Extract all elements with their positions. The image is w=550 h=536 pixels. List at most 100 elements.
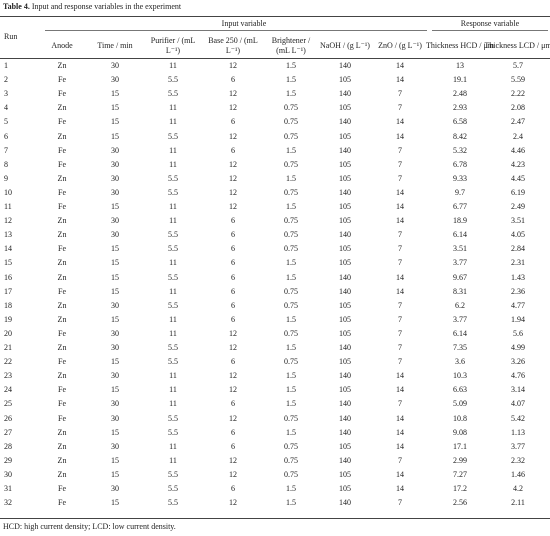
cell: 15 xyxy=(111,202,119,211)
cell: Fe xyxy=(58,498,66,508)
cell: 5.32 xyxy=(453,145,467,155)
cell: 140 xyxy=(339,427,351,437)
cell: 3.6 xyxy=(455,357,465,367)
cell: 1.5 xyxy=(286,484,296,493)
cell: 5.5 xyxy=(168,272,178,282)
cell: 13 xyxy=(456,61,464,70)
cell: 14 xyxy=(396,484,404,493)
cell: 2.84 xyxy=(511,244,525,254)
cell: Fe xyxy=(58,413,66,423)
cell: 0.75 xyxy=(284,131,298,141)
cell: Fe xyxy=(58,89,66,99)
cell: 1.5 xyxy=(286,145,296,155)
cell: 30 xyxy=(111,300,119,310)
cell: 7 xyxy=(398,399,402,409)
cell: 5.7 xyxy=(513,61,523,70)
cell: 30 xyxy=(111,484,119,493)
cell: 1.5 xyxy=(286,173,296,183)
rule-bottom xyxy=(0,518,550,519)
cell: 0.75 xyxy=(284,413,298,423)
cell: 5.5 xyxy=(168,357,178,367)
cell: Fe xyxy=(58,244,66,254)
cell: 15 xyxy=(111,455,119,465)
cell: 105 xyxy=(339,244,351,254)
cell: Zn xyxy=(57,441,67,451)
column-header: NaOH / (g L⁻¹) xyxy=(320,41,370,50)
cell: 105 xyxy=(339,103,351,113)
cell: Fe xyxy=(58,159,66,169)
cell: 105 xyxy=(339,202,351,211)
cell: 140 xyxy=(339,286,351,296)
cell: 4.2 xyxy=(513,484,523,493)
cell: 30 xyxy=(111,413,119,423)
cell: Fe xyxy=(58,357,66,367)
cell: 4 xyxy=(4,103,8,113)
group-header: Input variable xyxy=(221,19,267,28)
cell: 14 xyxy=(396,61,404,70)
cell: 6.78 xyxy=(453,159,467,169)
cell: 6 xyxy=(231,244,235,254)
column-header: Base 250 / (mL L⁻¹) xyxy=(208,36,258,55)
cell: 15 xyxy=(111,244,119,254)
cell: 9.67 xyxy=(453,272,467,282)
column-header: Purifier / (mL L⁻¹) xyxy=(150,36,196,55)
cell: 12 xyxy=(229,131,237,141)
cell: 5.5 xyxy=(168,244,178,254)
cell: 1.46 xyxy=(511,469,525,479)
cell: 140 xyxy=(339,343,351,352)
cell: Fe xyxy=(58,385,66,395)
cell: 7 xyxy=(398,103,402,113)
cell: 10.3 xyxy=(453,371,467,381)
cell: Zn xyxy=(57,173,67,183)
cell: 4.23 xyxy=(511,159,525,169)
cell: 15 xyxy=(111,89,119,99)
cell: 9.33 xyxy=(453,173,467,183)
cell: Fe xyxy=(58,286,66,296)
cell: 1.5 xyxy=(286,498,296,508)
cell: 5.5 xyxy=(168,131,178,141)
cell: 30 xyxy=(111,371,119,381)
cell: 11 xyxy=(169,441,177,451)
group-header: Response variable xyxy=(460,19,520,28)
cell: 5.5 xyxy=(168,187,178,197)
cell: Zn xyxy=(57,469,67,479)
cell: 6 xyxy=(231,300,235,310)
cell: 12 xyxy=(229,103,237,113)
cell: 2.99 xyxy=(453,455,467,465)
cell: 11 xyxy=(169,385,177,395)
cell: 5.6 xyxy=(513,328,523,338)
cell: 2.36 xyxy=(511,286,525,296)
cell: 12 xyxy=(229,173,237,183)
cell: 105 xyxy=(339,75,351,85)
cell: 6 xyxy=(231,145,235,155)
cell: 12 xyxy=(4,216,12,226)
cell: 11 xyxy=(169,455,177,465)
cell: 6.63 xyxy=(453,385,467,395)
cell: 7 xyxy=(398,244,402,254)
cell: 30 xyxy=(111,399,119,409)
cell: 30 xyxy=(111,343,119,352)
cell: 2.22 xyxy=(511,89,525,99)
cell: 0.75 xyxy=(284,300,298,310)
cell: Zn xyxy=(57,258,67,268)
cell: 7.35 xyxy=(453,343,467,352)
cell: 14 xyxy=(396,469,404,479)
cell: 11 xyxy=(169,258,177,268)
cell: Fe xyxy=(58,484,66,493)
cell: 11 xyxy=(4,202,12,211)
cell: 30 xyxy=(111,173,119,183)
cell: 14 xyxy=(396,75,404,85)
cell: 12 xyxy=(229,498,237,508)
cell: 5.5 xyxy=(168,469,178,479)
cell: 6 xyxy=(231,230,235,240)
cell: 2.49 xyxy=(511,202,525,211)
cell: 1.5 xyxy=(286,399,296,409)
cell: 105 xyxy=(339,300,351,310)
cell: 10.8 xyxy=(453,413,467,423)
cell: 105 xyxy=(339,469,351,479)
cell: 2.31 xyxy=(511,258,525,268)
cell: 2.56 xyxy=(453,498,467,508)
cell: 11 xyxy=(169,371,177,381)
cell: 4.77 xyxy=(511,300,525,310)
cell: 0.75 xyxy=(284,441,298,451)
